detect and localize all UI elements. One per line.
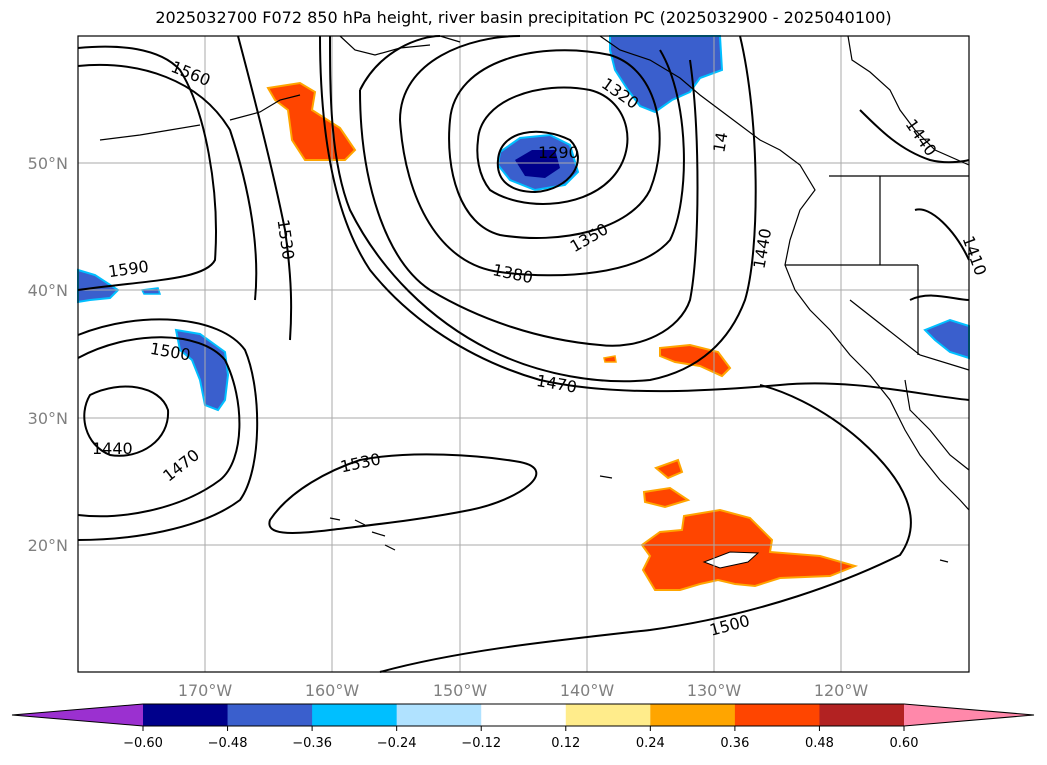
contour-1470-west: [77, 318, 259, 541]
contour-1530-west: [237, 35, 293, 341]
longitude-labels: 170°W 160°W 150°W 140°W 130°W 120°W: [178, 681, 869, 700]
height-contours: [77, 35, 970, 673]
colorbar-extend-high: [904, 704, 1034, 726]
contour-1500-west: [77, 336, 241, 518]
colorbar-segment: [143, 704, 229, 726]
colorbar-tick-label: 0.12: [551, 736, 580, 751]
contour-label-14: 14: [709, 131, 731, 154]
colorbar-ticks: −0.60 −0.48 −0.36 −0.24 −0.12 0.12 0.24 0.36 0.4…: [123, 726, 918, 751]
contour-1350: [448, 49, 661, 239]
contour-label-1290: 1290: [538, 143, 579, 162]
lat-label-40n: 40°N: [28, 281, 68, 300]
colorbar-segment: [819, 704, 905, 726]
colorbar-tick-label: 0.36: [720, 736, 749, 751]
colorbar-segment: [565, 704, 651, 726]
precip-region-hawaii-east-2: [642, 486, 691, 509]
map-title: 2025032700 F072 850 hPa height, river ba…: [155, 8, 892, 27]
contour-1380: [399, 35, 685, 277]
contour-1440-ne: [859, 109, 970, 164]
coastlines: [99, 35, 970, 563]
contour-1410-ne: [909, 208, 970, 301]
contour-1560: [77, 64, 258, 301]
contour-1530-hawaii: [268, 453, 538, 534]
lon-label-120w: 120°W: [814, 681, 869, 700]
latitude-labels: 50°N 40°N 30°N 20°N: [28, 154, 68, 555]
precip-region-subtropic-east: [659, 343, 732, 378]
colorbar: −0.60 −0.48 −0.36 −0.24 −0.12 0.12 0.24 0.36 0.4…: [11, 703, 1035, 751]
colorbar-segment: [734, 704, 820, 726]
colorbar-segment: [312, 704, 398, 726]
contour-1320: [476, 86, 629, 205]
precip-region-low-core: [515, 150, 560, 178]
lon-label-150w: 150°W: [433, 681, 488, 700]
lat-label-50n: 50°N: [28, 154, 68, 173]
lon-label-140w: 140°W: [560, 681, 615, 700]
lon-label-170w: 170°W: [178, 681, 233, 700]
colorbar-tick-label: 0.48: [805, 736, 834, 751]
colorbar-tick-label: −0.36: [292, 736, 332, 751]
contour-1440-north: [329, 35, 757, 383]
colorbar-tick-label: −0.48: [208, 736, 248, 751]
contour-label-1440-west: 1440: [92, 439, 133, 458]
precip-region-gulf-alaska: [609, 35, 724, 114]
colorbar-segments: [11, 703, 1035, 727]
colorbar-tick-label: 0.24: [636, 736, 665, 751]
lat-label-20n: 20°N: [28, 536, 68, 555]
precip-region-hole: [702, 551, 760, 569]
precip-region-dot: [603, 355, 617, 363]
precip-region-hawaii-east-3: [640, 508, 859, 591]
colorbar-tick-label: −0.12: [461, 736, 501, 751]
colorbar-tick-label: 0.60: [890, 736, 919, 751]
colorbar-segment: [481, 704, 567, 726]
precip-region-hawaii-east-1: [654, 458, 684, 480]
colorbar-segment: [227, 704, 313, 726]
contour-1440-west: [83, 385, 170, 457]
colorbar-tick-label: −0.24: [377, 736, 417, 751]
lat-label-30n: 30°N: [28, 409, 68, 428]
colorbar-segment: [396, 704, 482, 726]
graticule: [78, 36, 969, 672]
contour-1470: [319, 35, 970, 401]
map-frame: [77, 35, 970, 673]
contour-1590: [77, 45, 217, 291]
contour-1290: [496, 130, 579, 194]
colorbar-tick-label: −0.60: [123, 736, 163, 751]
contour-1500-east: [379, 384, 912, 673]
colorbar-extend-low: [12, 704, 143, 726]
lon-label-130w: 130°W: [687, 681, 742, 700]
lon-label-160w: 160°W: [305, 681, 360, 700]
colorbar-segment: [650, 704, 736, 726]
